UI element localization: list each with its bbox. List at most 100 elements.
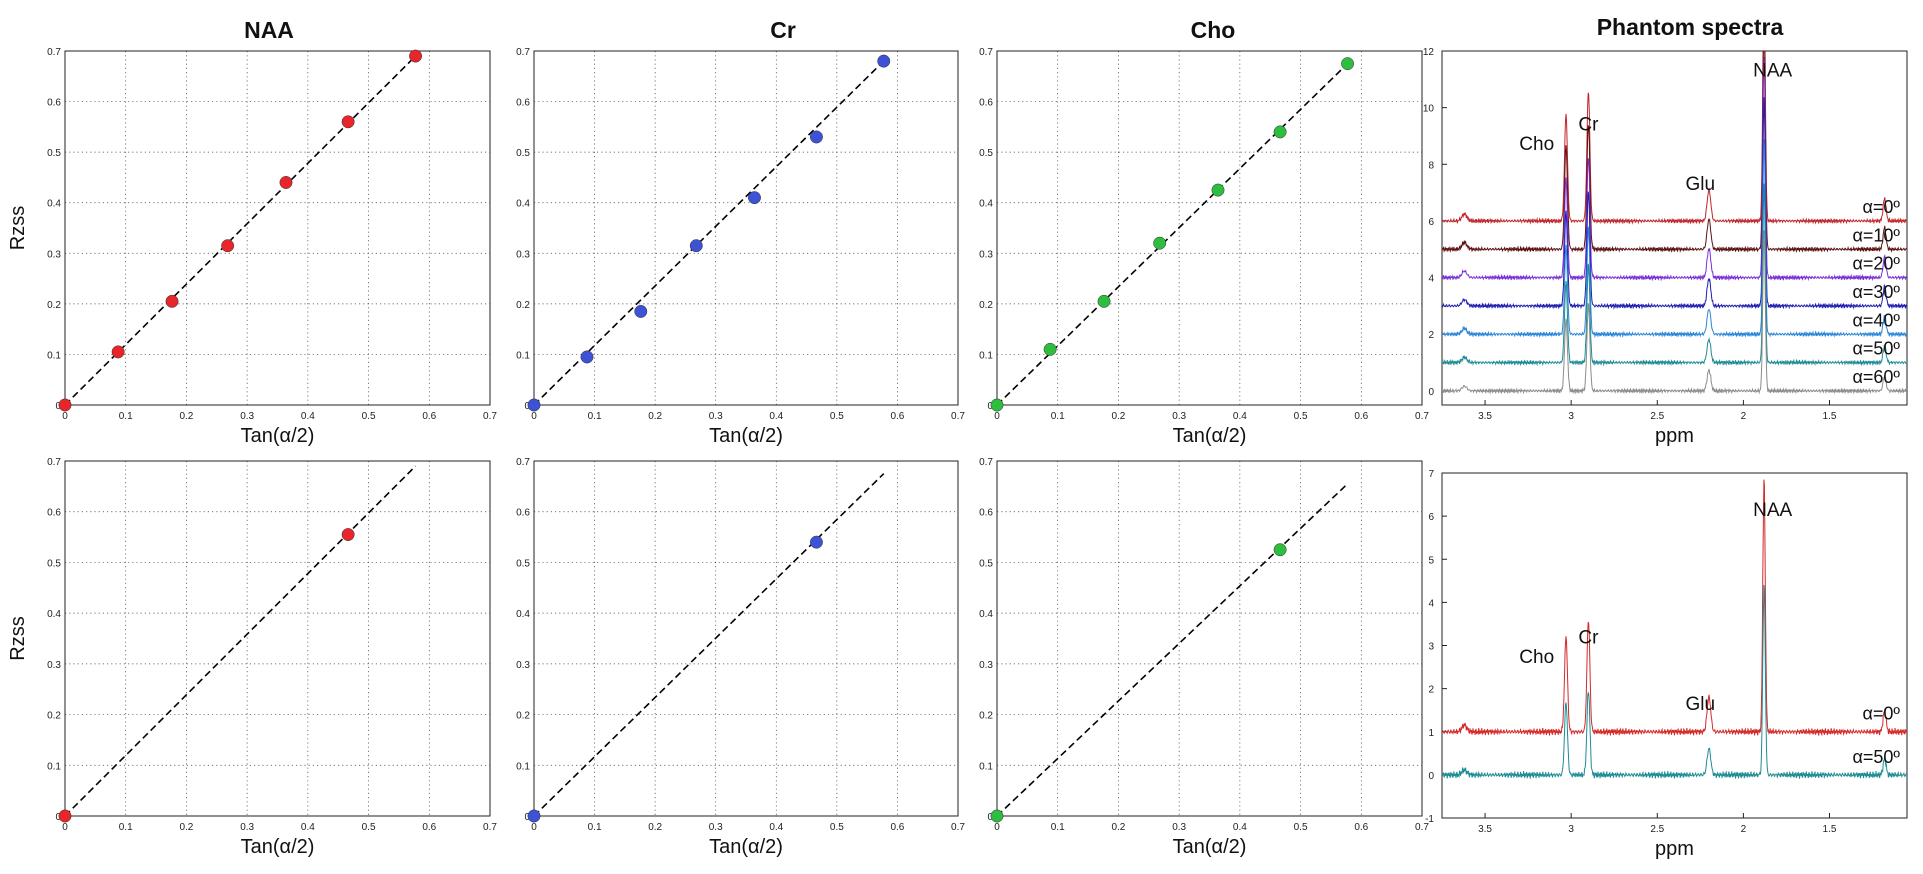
trace-label: α=50º (1852, 339, 1900, 359)
x-tick-label: 0.6 (890, 411, 904, 422)
y-tick-label: 0 (55, 812, 61, 823)
x-tick-label: 0.3 (1172, 822, 1186, 833)
x-tick-label: 2 (1741, 824, 1747, 835)
y-tick-label: 6 (1428, 512, 1434, 523)
x-tick-label: 2.5 (1650, 824, 1664, 835)
chart-row2-spectra: 3.5 3 2.5 2 1.5 -1 0 1 2 3 4 5 6 7 α=0º α=50º Cho Cr Glu NA… (1425, 469, 1908, 860)
y-tick-label: 5 (1428, 555, 1434, 566)
y-tick-label: 0.2 (979, 711, 993, 722)
x-tick-label: 0.4 (1233, 411, 1247, 422)
y-tick-label: 0.5 (47, 558, 61, 569)
x-tick-label: 0 (994, 411, 1000, 422)
x-tick-label: 0.6 (422, 822, 436, 833)
spectrum-line (1442, 56, 1907, 282)
chart-row1-cho: 0 0.1 0.2 0.3 0.4 0.5 0.6 0.7 0 0.1 0.2 0.3 0.4 0.5 0.… (979, 47, 1429, 447)
fit-line (533, 60, 885, 406)
x-tick-label: 0.6 (1354, 822, 1368, 833)
x-tick-label: 0.4 (1233, 822, 1247, 833)
x-tick-label: 0.3 (1172, 411, 1186, 422)
data-point (165, 294, 179, 308)
data-point (341, 528, 355, 541)
data-point (341, 115, 355, 129)
y-tick-label: 0.6 (516, 98, 530, 109)
x-tick-label: 0.7 (1415, 822, 1429, 833)
x-tick-label: 0.5 (1294, 822, 1308, 833)
x-tick-label: 2.5 (1650, 411, 1664, 422)
data-point (111, 345, 125, 359)
x-tick-label: 0.5 (1294, 411, 1308, 422)
peak-label: Glu (1686, 174, 1716, 195)
data-point (1341, 57, 1355, 71)
peak-label: Cho (1519, 134, 1554, 155)
y-tick-label: 0 (524, 401, 530, 412)
trace-label: α=50º (1852, 747, 1900, 767)
x-tick-label: 0.7 (483, 822, 497, 833)
x-tick-label: 3 (1568, 411, 1574, 422)
y-tick-label: 0.1 (516, 350, 530, 361)
x-tick-label: 0.1 (588, 411, 602, 422)
chart-row2-naa: 0 0.1 0.2 0.3 0.4 0.5 0.6 0.7 0 0.1 0.2 0.3 0.4 0.5 0.… (7, 457, 497, 858)
x-tick-label: 0.7 (951, 822, 965, 833)
peak-label: Cr (1578, 114, 1599, 135)
fit-line (64, 55, 417, 406)
y-tick-label: 0.3 (516, 660, 530, 671)
x-tick-label: 0.4 (301, 822, 315, 833)
data-point (279, 176, 293, 189)
x-tick-label: 1.5 (1823, 411, 1837, 422)
x-tick-label: 0.5 (830, 822, 844, 833)
y-tick-label: 0 (55, 401, 61, 412)
spectrum-line (1442, 97, 1907, 310)
spectrum-line (1442, 183, 1907, 367)
plot-frame (996, 460, 1423, 817)
y-tick-label: 0 (1428, 387, 1434, 398)
x-tick-label: 0.7 (1415, 411, 1429, 422)
y-axis-label: Rzss (7, 616, 29, 660)
data-point (809, 535, 823, 549)
spectrum-line (1442, 51, 1907, 254)
trace-label: α=30º (1852, 282, 1900, 302)
x-axis-label: Tan(α/2) (1173, 836, 1247, 858)
y-tick-label: 0.5 (516, 148, 530, 159)
y-tick-label: 0.3 (516, 249, 530, 260)
y-tick-label: 0.2 (47, 300, 61, 311)
data-point (634, 304, 648, 318)
x-tick-label: 0 (531, 411, 537, 422)
spectra-traces (1442, 51, 1907, 395)
plot-frame (64, 50, 491, 406)
x-tick-label: 0.7 (951, 411, 965, 422)
y-tick-label: 0.4 (979, 199, 993, 210)
x-tick-label: 0.1 (119, 411, 133, 422)
trace-label: α=10º (1852, 225, 1900, 245)
y-tick-label: 0.4 (516, 609, 530, 620)
x-tick-label: 3.5 (1478, 411, 1492, 422)
x-tick-label: 0.3 (709, 411, 723, 422)
data-point (58, 398, 72, 412)
trace-label: α=60º (1852, 367, 1900, 387)
x-tick-label: 3 (1568, 824, 1574, 835)
data-point (748, 191, 761, 205)
x-tick-label: 0.2 (179, 822, 193, 833)
y-tick-label: 0.7 (979, 47, 993, 58)
x-tick-label: 2 (1741, 411, 1747, 422)
y-tick-label: 1 (1428, 728, 1434, 739)
y-tick-label: 0.7 (47, 47, 61, 58)
y-tick-label: 0.3 (979, 249, 993, 260)
spectrum-line (1442, 479, 1907, 737)
x-tick-label: 0.1 (1051, 411, 1065, 422)
data-point (877, 54, 891, 68)
y-axis-label: Rzss (7, 206, 29, 250)
x-tick-label: 0.5 (362, 411, 376, 422)
plot-frame (533, 50, 959, 406)
x-axis-label: Tan(α/2) (241, 836, 315, 858)
x-tick-label: 0.2 (179, 411, 193, 422)
x-tick-label: 0 (531, 822, 537, 833)
y-tick-label: 0.1 (47, 761, 61, 772)
plot-frame (1441, 50, 1908, 406)
y-tick-label: 0.7 (979, 457, 993, 468)
data-point (1211, 183, 1225, 197)
x-tick-label: 0.1 (119, 822, 133, 833)
y-tick-label: 0.2 (516, 300, 530, 311)
plot-frame (996, 50, 1423, 406)
x-axis-label: ppm (1655, 838, 1694, 860)
